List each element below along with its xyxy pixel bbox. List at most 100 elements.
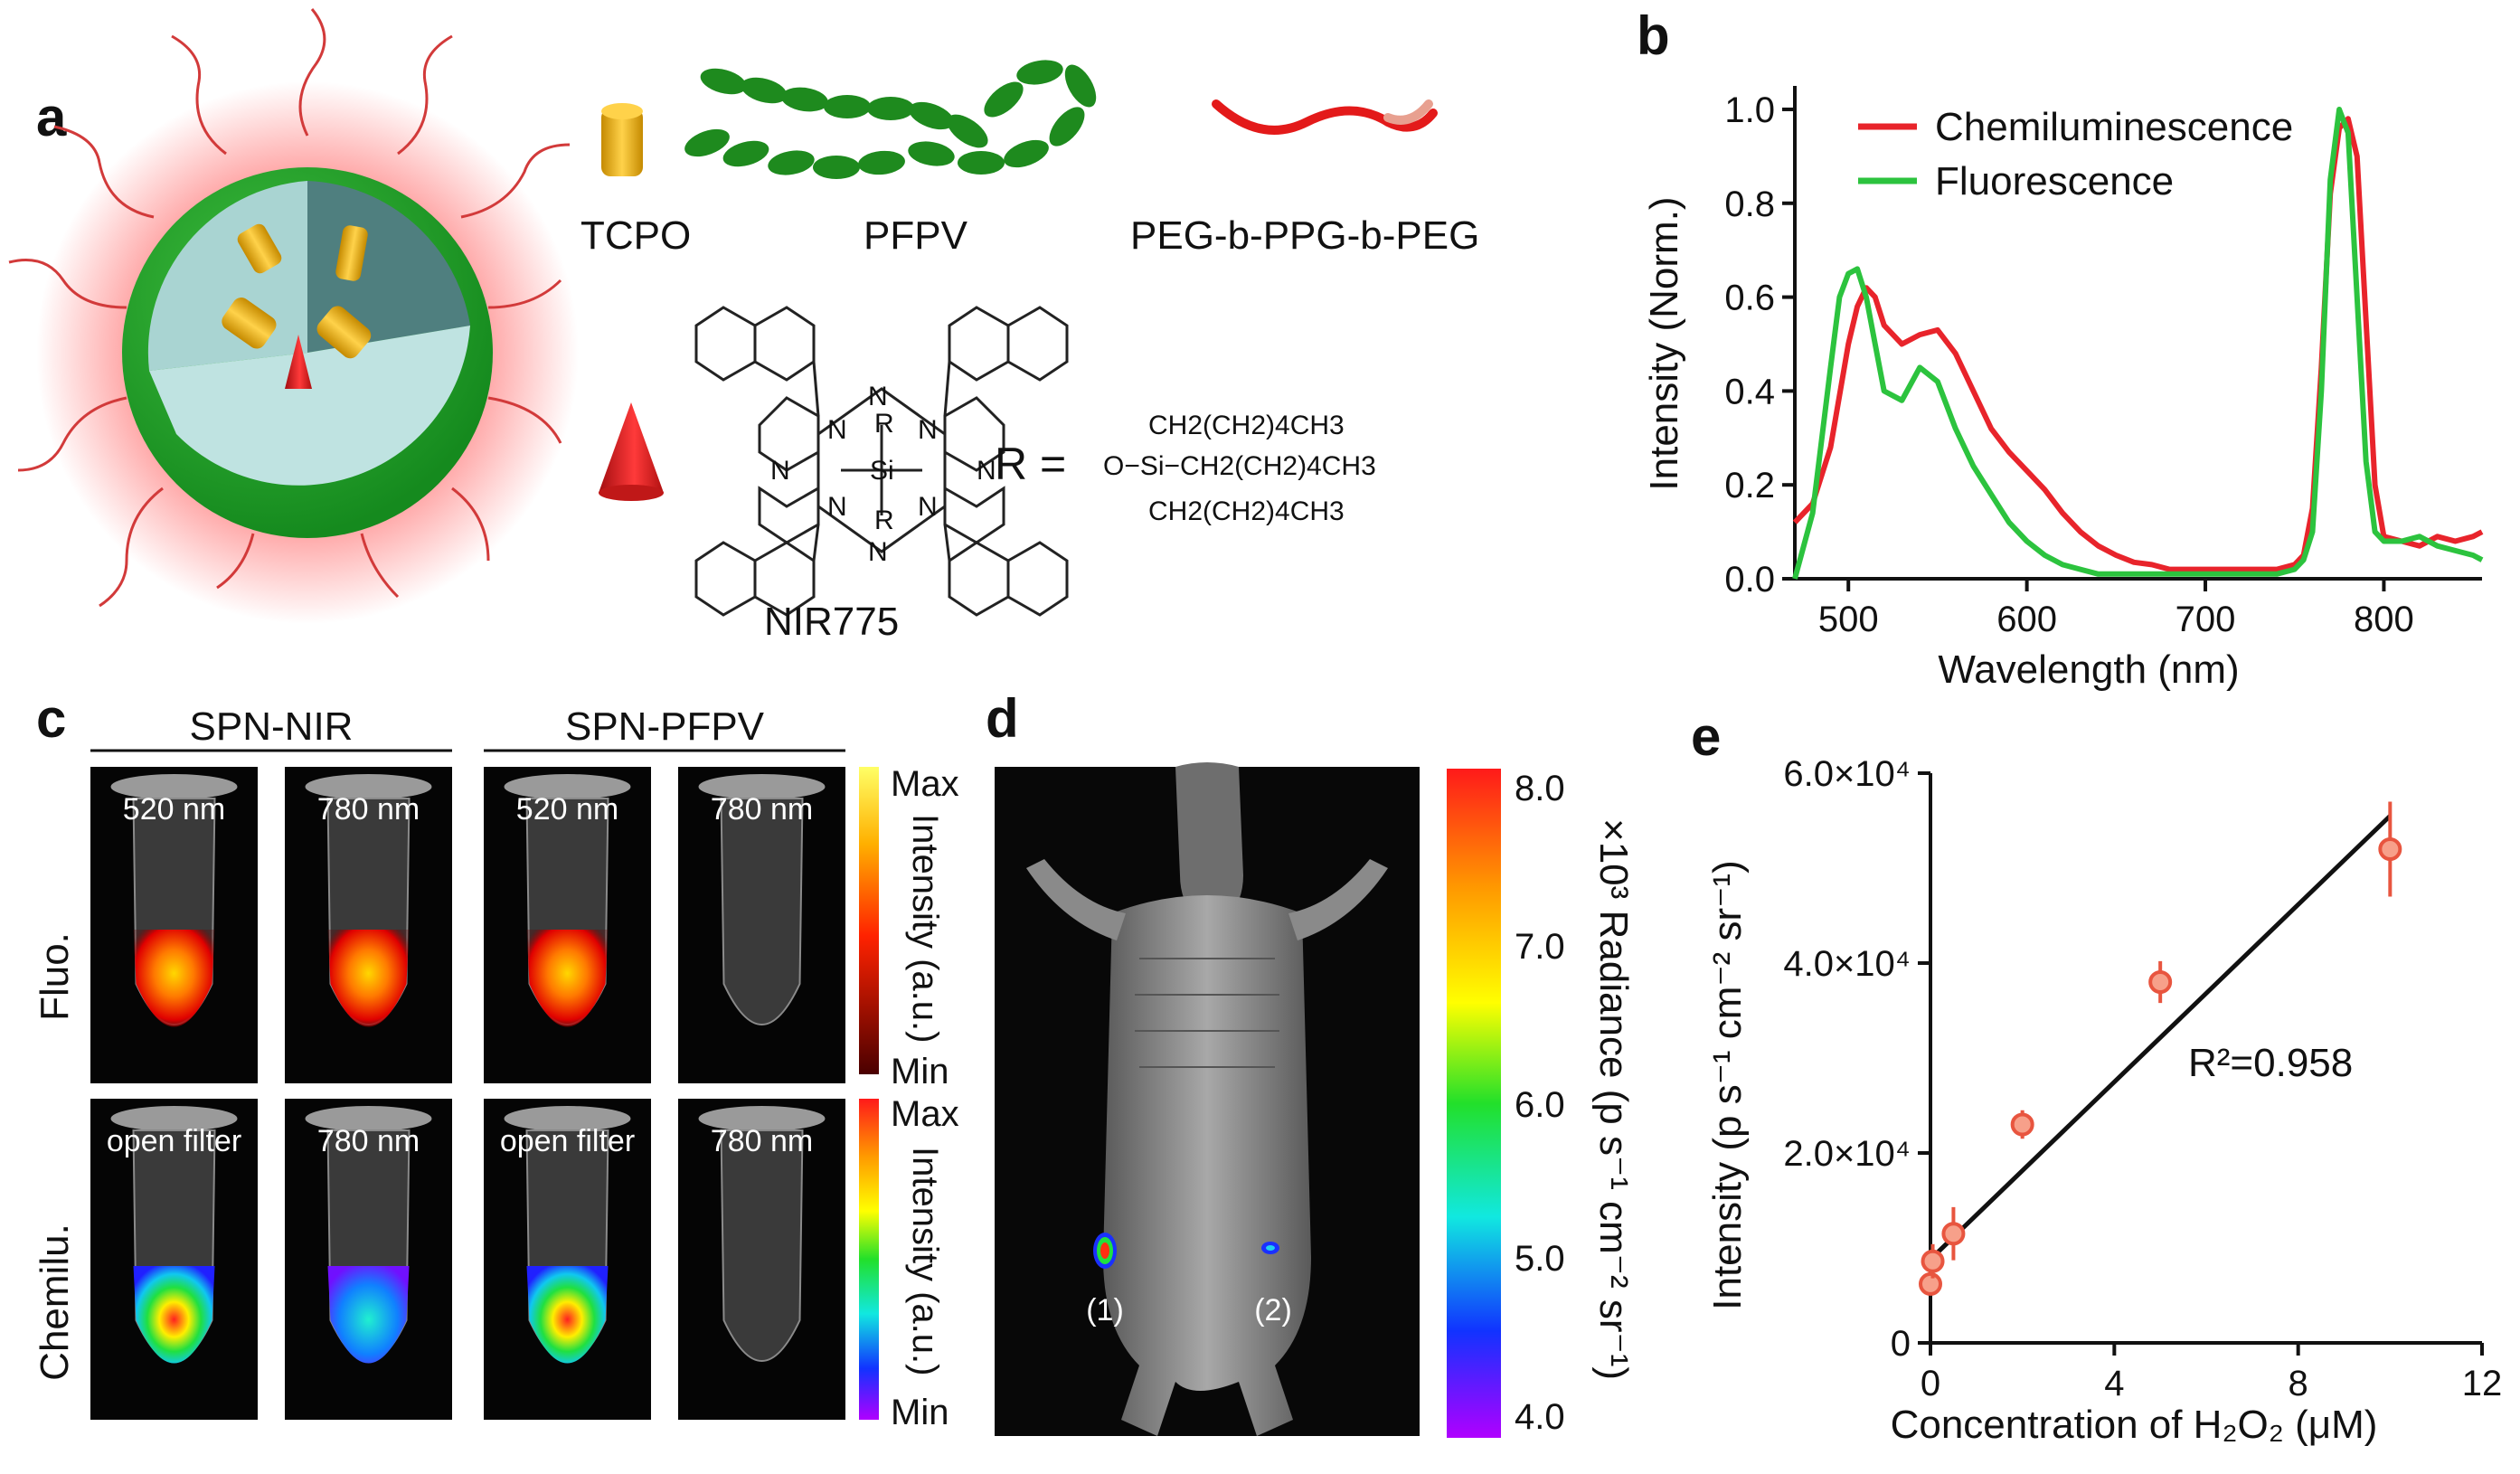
radiance-label: ×10³ Radiance (p s⁻¹ cm⁻² sr⁻¹) — [1591, 818, 1636, 1380]
tube-filter-label: 780 nm — [317, 792, 420, 827]
tube-signal — [327, 1266, 410, 1364]
signal-spot-1 — [1093, 1233, 1117, 1269]
panel-b-ytick-label: 0.0 — [1724, 560, 1775, 600]
series-line-chemiluminescence — [1792, 116, 2484, 572]
panel-letter-b: b — [1637, 5, 1670, 66]
tube-cap — [110, 1106, 238, 1131]
svg-text:N: N — [827, 415, 847, 445]
peg-polymer-icon — [1212, 99, 1438, 135]
legend-label-chemiluminescence: Chemiluminescence — [1935, 105, 2293, 149]
chem-scale-min: Min — [891, 1393, 949, 1432]
data-point — [2010, 1112, 2034, 1137]
panel-b-xtick-label: 800 — [2354, 600, 2414, 639]
panel-e-annotation: R²=0.958 — [2188, 1041, 2353, 1085]
fluo-scale-max: Max — [891, 764, 959, 804]
panel-b-xlabel: Wavelength (nm) — [1938, 647, 2239, 692]
panel-b-ytick-label: 0.6 — [1724, 279, 1775, 318]
signal-spot-2 — [1261, 1242, 1279, 1254]
pfpv-icon — [684, 60, 1097, 179]
tcpo-molecules — [222, 223, 372, 359]
panel-b-ytick-label: 0.4 — [1724, 372, 1775, 411]
tube-cap — [504, 1106, 631, 1131]
spot-label-2: (2) — [1254, 1293, 1292, 1328]
radiance-tick-7: 7.0 — [1515, 927, 1565, 967]
tube-cap — [305, 774, 432, 799]
r-group-line-3: CH2(CH2)4CH3 — [1148, 496, 1345, 526]
panel-b-ytick-label: 0.2 — [1724, 466, 1775, 506]
r-group-line-1: CH2(CH2)4CH3 — [1148, 411, 1345, 440]
radiance-tick-6: 6.0 — [1515, 1085, 1565, 1125]
tube-cap — [698, 774, 826, 799]
panel-b-xtick-label: 700 — [2176, 600, 2236, 639]
panel-e-ytick-label: 4.0×10⁴ — [1783, 944, 1911, 984]
tube-filter-label: 780 nm — [711, 792, 813, 827]
svg-text:N: N — [918, 415, 938, 445]
panel-letter-a: a — [36, 87, 67, 147]
fit-line — [1929, 814, 2393, 1261]
tube-body — [720, 798, 804, 1025]
tube-body — [720, 1129, 804, 1362]
panel-b-xtick-label: 600 — [1996, 600, 2057, 639]
panel-letter-d: d — [986, 688, 1019, 749]
nanoparticle-illustration — [8, 8, 579, 624]
svg-text:N: N — [868, 382, 888, 411]
legend-label-fluorescence: Fluorescence — [1935, 159, 2174, 203]
nir775-structure — [694, 306, 1069, 617]
row-label-fluo: Fluo. — [33, 932, 77, 1021]
panel-b-ytick-label: 1.0 — [1724, 90, 1775, 130]
group-label-spn-nir: SPN-NIR — [190, 704, 354, 749]
tube-signal — [133, 930, 215, 1027]
svg-text:R: R — [874, 506, 894, 535]
r-group-line-2: O−Si−CH2(CH2)4CH3 — [1103, 451, 1376, 481]
tube-cap — [110, 774, 238, 799]
panel-letter-c: c — [36, 688, 66, 749]
fluo-colorbar — [859, 767, 879, 1074]
tube-cap — [504, 774, 631, 799]
panel-b-legend: Chemiluminescence Fluorescence — [1858, 105, 2293, 203]
tube-signal — [327, 930, 410, 1027]
radiance-tick-8: 8.0 — [1515, 769, 1565, 808]
data-point — [1921, 1249, 1945, 1273]
panel-e-ytick-label: 6.0×10⁴ — [1783, 754, 1911, 794]
panel-e-xlabel: Concentration of H₂O₂ (μM) — [1891, 1403, 2378, 1447]
svg-text:Si: Si — [870, 456, 894, 486]
svg-text:N: N — [770, 456, 790, 486]
spot-label-1: (1) — [1086, 1293, 1124, 1328]
svg-text:R: R — [874, 409, 894, 439]
pfpv-label: PFPV — [864, 213, 968, 258]
data-point — [1941, 1222, 1966, 1246]
panel-e-xtick-label: 12 — [2462, 1364, 2503, 1403]
svg-text:N: N — [868, 537, 888, 567]
radiance-tick-4: 4.0 — [1515, 1397, 1565, 1437]
panel-e-ytick-label: 0 — [1891, 1324, 1911, 1364]
panel-e-xtick-label: 4 — [2104, 1364, 2124, 1403]
tcpo-icon — [601, 103, 643, 176]
tube-image-grid: 520 nm 780 nm 520 nm 780 nm open filter 780 n… — [90, 767, 845, 1420]
panel-a: a — [8, 8, 1479, 644]
series-line-fluorescence — [1792, 107, 2484, 580]
panel-e-points — [1919, 801, 2402, 1296]
tube-filter-label: 780 nm — [711, 1124, 813, 1158]
nir775-cone-icon — [285, 335, 312, 389]
svg-text:N: N — [977, 456, 996, 486]
chem-colorbar — [859, 1099, 879, 1420]
group-label-spn-pfpv: SPN-PFPV — [565, 704, 765, 749]
tube-cap — [698, 1106, 826, 1131]
tcpo-label: TCPO — [580, 213, 691, 258]
tube-filter-label: 780 nm — [317, 1124, 420, 1158]
panel-d: d (1) (2) 8.0 7.0 6.0 — [986, 688, 1636, 1438]
tube-cap — [305, 1106, 432, 1131]
panel-c: c SPN-NIR SPN-PFPV Fluo. Chemilu. 520 nm… — [33, 688, 959, 1432]
data-point — [2378, 837, 2402, 861]
panel-b-ylabel: Intensity (Norm.) — [1642, 196, 1686, 490]
nir775-legend-cone-icon — [599, 402, 664, 493]
row-label-chemilu: Chemilu. — [33, 1224, 77, 1381]
fluo-scale-title: Intensity (a.u.) — [905, 814, 945, 1043]
panel-b-series — [1792, 107, 2484, 580]
tube-signal — [526, 1266, 609, 1364]
tube-filter-label: open filter — [500, 1124, 635, 1158]
nir775-atom-labels: Si R R N N N N N N N N — [770, 382, 996, 567]
radiance-tick-5: 5.0 — [1515, 1239, 1565, 1279]
fluo-scale-min: Min — [891, 1052, 949, 1091]
